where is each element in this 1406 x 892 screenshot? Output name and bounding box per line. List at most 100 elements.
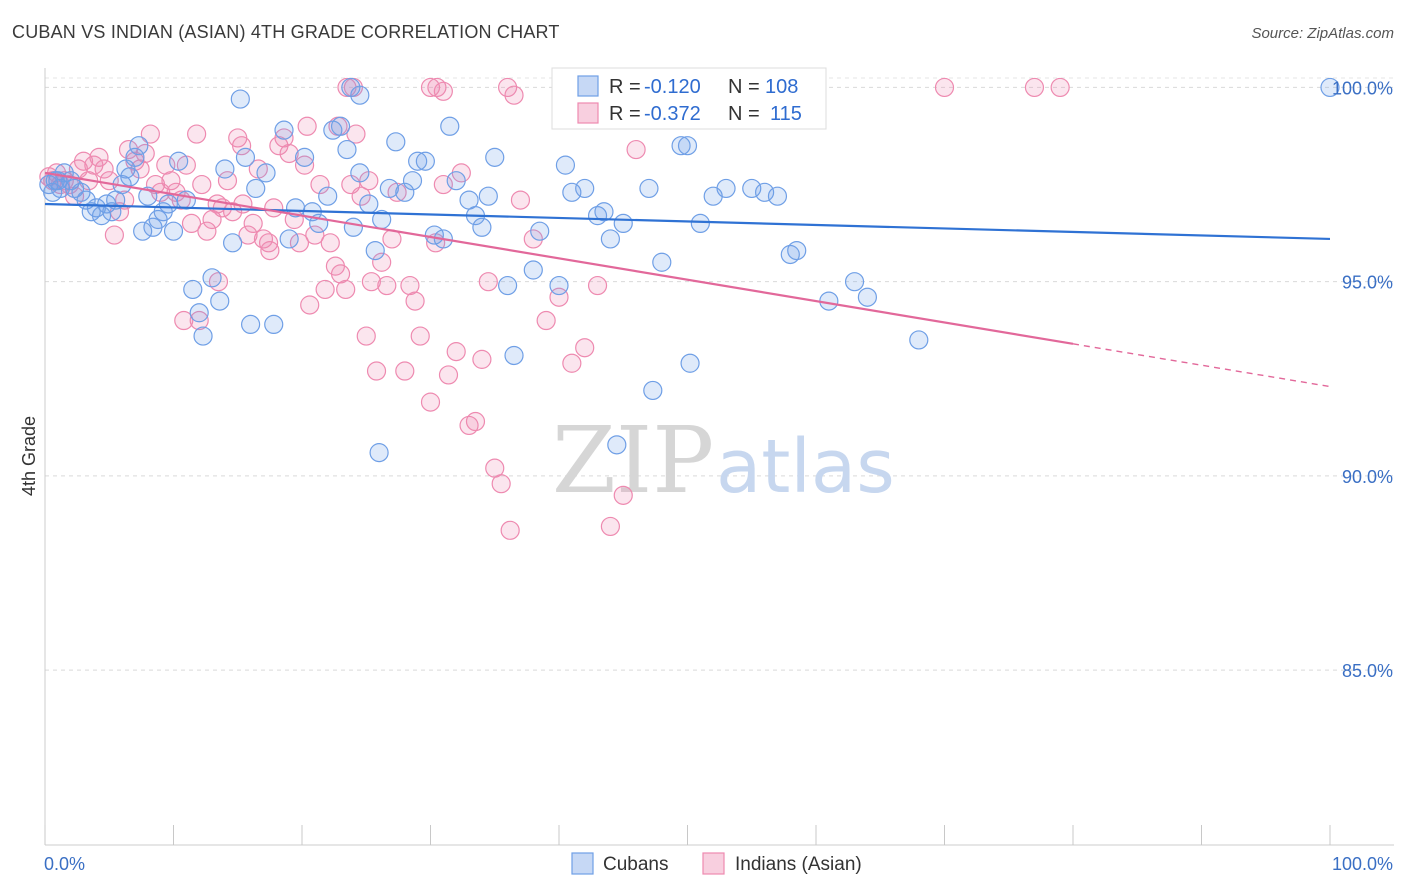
- point-indians-30: [187, 124, 207, 144]
- point-indians-99: [420, 77, 441, 98]
- point-cubans-35: [215, 159, 235, 179]
- point-indians-77: [438, 365, 459, 385]
- point-cubans-27: [163, 221, 184, 241]
- y-tick-label-90: 90.0%: [1342, 467, 1393, 487]
- legend-swatch-cubans: [577, 75, 599, 97]
- point-indians-86: [500, 520, 520, 540]
- point-cubans-102: [350, 85, 370, 105]
- point-indians-92: [575, 338, 595, 358]
- point-cubans-92: [754, 182, 775, 202]
- point-indians-112: [260, 240, 280, 261]
- point-indians-87: [510, 190, 531, 210]
- point-cubans-33: [202, 268, 222, 288]
- point-indians-104: [934, 77, 955, 98]
- point-indians-37: [223, 202, 243, 222]
- point-cubans-54: [350, 163, 370, 183]
- bottom-legend-label-cubans: Cubans: [603, 854, 669, 875]
- point-cubans-43: [274, 120, 294, 140]
- point-cubans-66: [446, 171, 466, 191]
- x-ticks: [44, 825, 1331, 845]
- point-cubans-107: [680, 353, 700, 373]
- point-indians-59: [336, 279, 356, 300]
- point-indians-107: [297, 116, 317, 136]
- point-indians-12: [94, 159, 114, 179]
- trendline-indians-extrapolated: [1072, 343, 1331, 388]
- point-cubans-104: [369, 443, 389, 463]
- point-indians-21: [140, 124, 160, 144]
- point-cubans-26: [158, 194, 178, 214]
- bottom-legend-label-indians: Indians (Asian): [735, 854, 862, 875]
- point-indians-85: [491, 474, 511, 494]
- point-cubans-14: [102, 202, 122, 222]
- point-cubans-79: [575, 178, 595, 199]
- legend-r-label-indians: R =: [609, 103, 641, 125]
- point-cubans-46: [294, 147, 315, 167]
- point-indians-65: [366, 361, 387, 381]
- watermark-zip: ZIP: [552, 407, 714, 514]
- point-indians-91: [562, 353, 582, 373]
- y-tick-label-100: 100.0%: [1332, 78, 1393, 98]
- point-indians-20: [135, 143, 155, 164]
- point-cubans-59: [386, 132, 406, 152]
- point-cubans-62: [408, 151, 428, 171]
- x-tick-label-max: 100.0%: [1332, 854, 1393, 874]
- point-cubans-55: [359, 194, 379, 214]
- y-axis-label: 4th Grade: [19, 416, 39, 496]
- point-cubans-103: [440, 116, 460, 136]
- y-tick-label-95: 95.0%: [1342, 273, 1393, 293]
- point-cubans-76: [549, 275, 569, 296]
- watermark-atlas: atlas: [716, 424, 895, 510]
- correlation-legend: R = -0.120 N = 108 R = -0.372 N = 115: [551, 67, 827, 130]
- point-indians-53: [305, 225, 325, 245]
- point-cubans-63: [415, 151, 435, 171]
- point-cubans-77: [555, 155, 576, 175]
- point-cubans-75: [530, 221, 550, 241]
- point-indians-106: [1050, 77, 1070, 98]
- y-tick-labels: 85.0% 90.0% 95.0% 100.0%: [1332, 78, 1393, 681]
- point-cubans-88: [690, 213, 710, 233]
- point-indians-40: [238, 225, 258, 245]
- legend-n-label-indians: N =: [728, 103, 760, 125]
- point-cubans-93: [767, 186, 788, 206]
- legend-r-value-indians: -0.372: [644, 103, 701, 125]
- point-cubans-69: [472, 217, 492, 237]
- series-legend: Cubans Indians (Asian): [571, 852, 862, 875]
- point-indians-72: [405, 291, 425, 311]
- point-cubans-60: [395, 182, 415, 202]
- bottom-legend-swatch-indians: [702, 852, 725, 875]
- point-cubans-97: [844, 272, 865, 292]
- point-cubans-106: [643, 380, 663, 401]
- point-indians-41: [243, 213, 263, 233]
- point-cubans-39: [241, 314, 261, 335]
- point-indians-29: [181, 213, 202, 233]
- point-indians-96: [626, 139, 646, 160]
- chart-title: CUBAN VS INDIAN (ASIAN) 4TH GRADE CORREL…: [12, 22, 560, 42]
- point-cubans-49: [318, 186, 338, 206]
- point-cubans-36: [223, 233, 243, 253]
- point-cubans-91: [742, 178, 762, 199]
- point-cubans-72: [498, 275, 518, 296]
- point-indians-54: [310, 174, 330, 195]
- point-indians-44: [258, 233, 279, 253]
- point-cubans-90: [716, 178, 736, 199]
- point-cubans-84: [639, 178, 659, 199]
- point-cubans-28: [169, 151, 189, 171]
- point-indians-102: [498, 77, 518, 98]
- point-cubans-99: [909, 330, 929, 350]
- legend-r-label-cubans: R =: [609, 76, 641, 98]
- point-indians-31: [192, 174, 212, 195]
- point-indians-66: [372, 252, 392, 272]
- legend-n-value-indians: 115: [770, 103, 802, 125]
- point-indians-24: [156, 155, 176, 175]
- point-cubans-71: [485, 147, 505, 167]
- point-indians-93: [587, 275, 608, 296]
- point-cubans-73: [504, 345, 524, 366]
- watermark: ZIP atlas: [552, 407, 895, 514]
- point-cubans-31: [189, 303, 209, 323]
- point-indians-95: [613, 485, 633, 505]
- trendline-indians: [44, 171, 1074, 345]
- point-cubans-86: [671, 136, 691, 156]
- point-indians-45: [264, 198, 284, 218]
- point-indians-61: [346, 124, 366, 144]
